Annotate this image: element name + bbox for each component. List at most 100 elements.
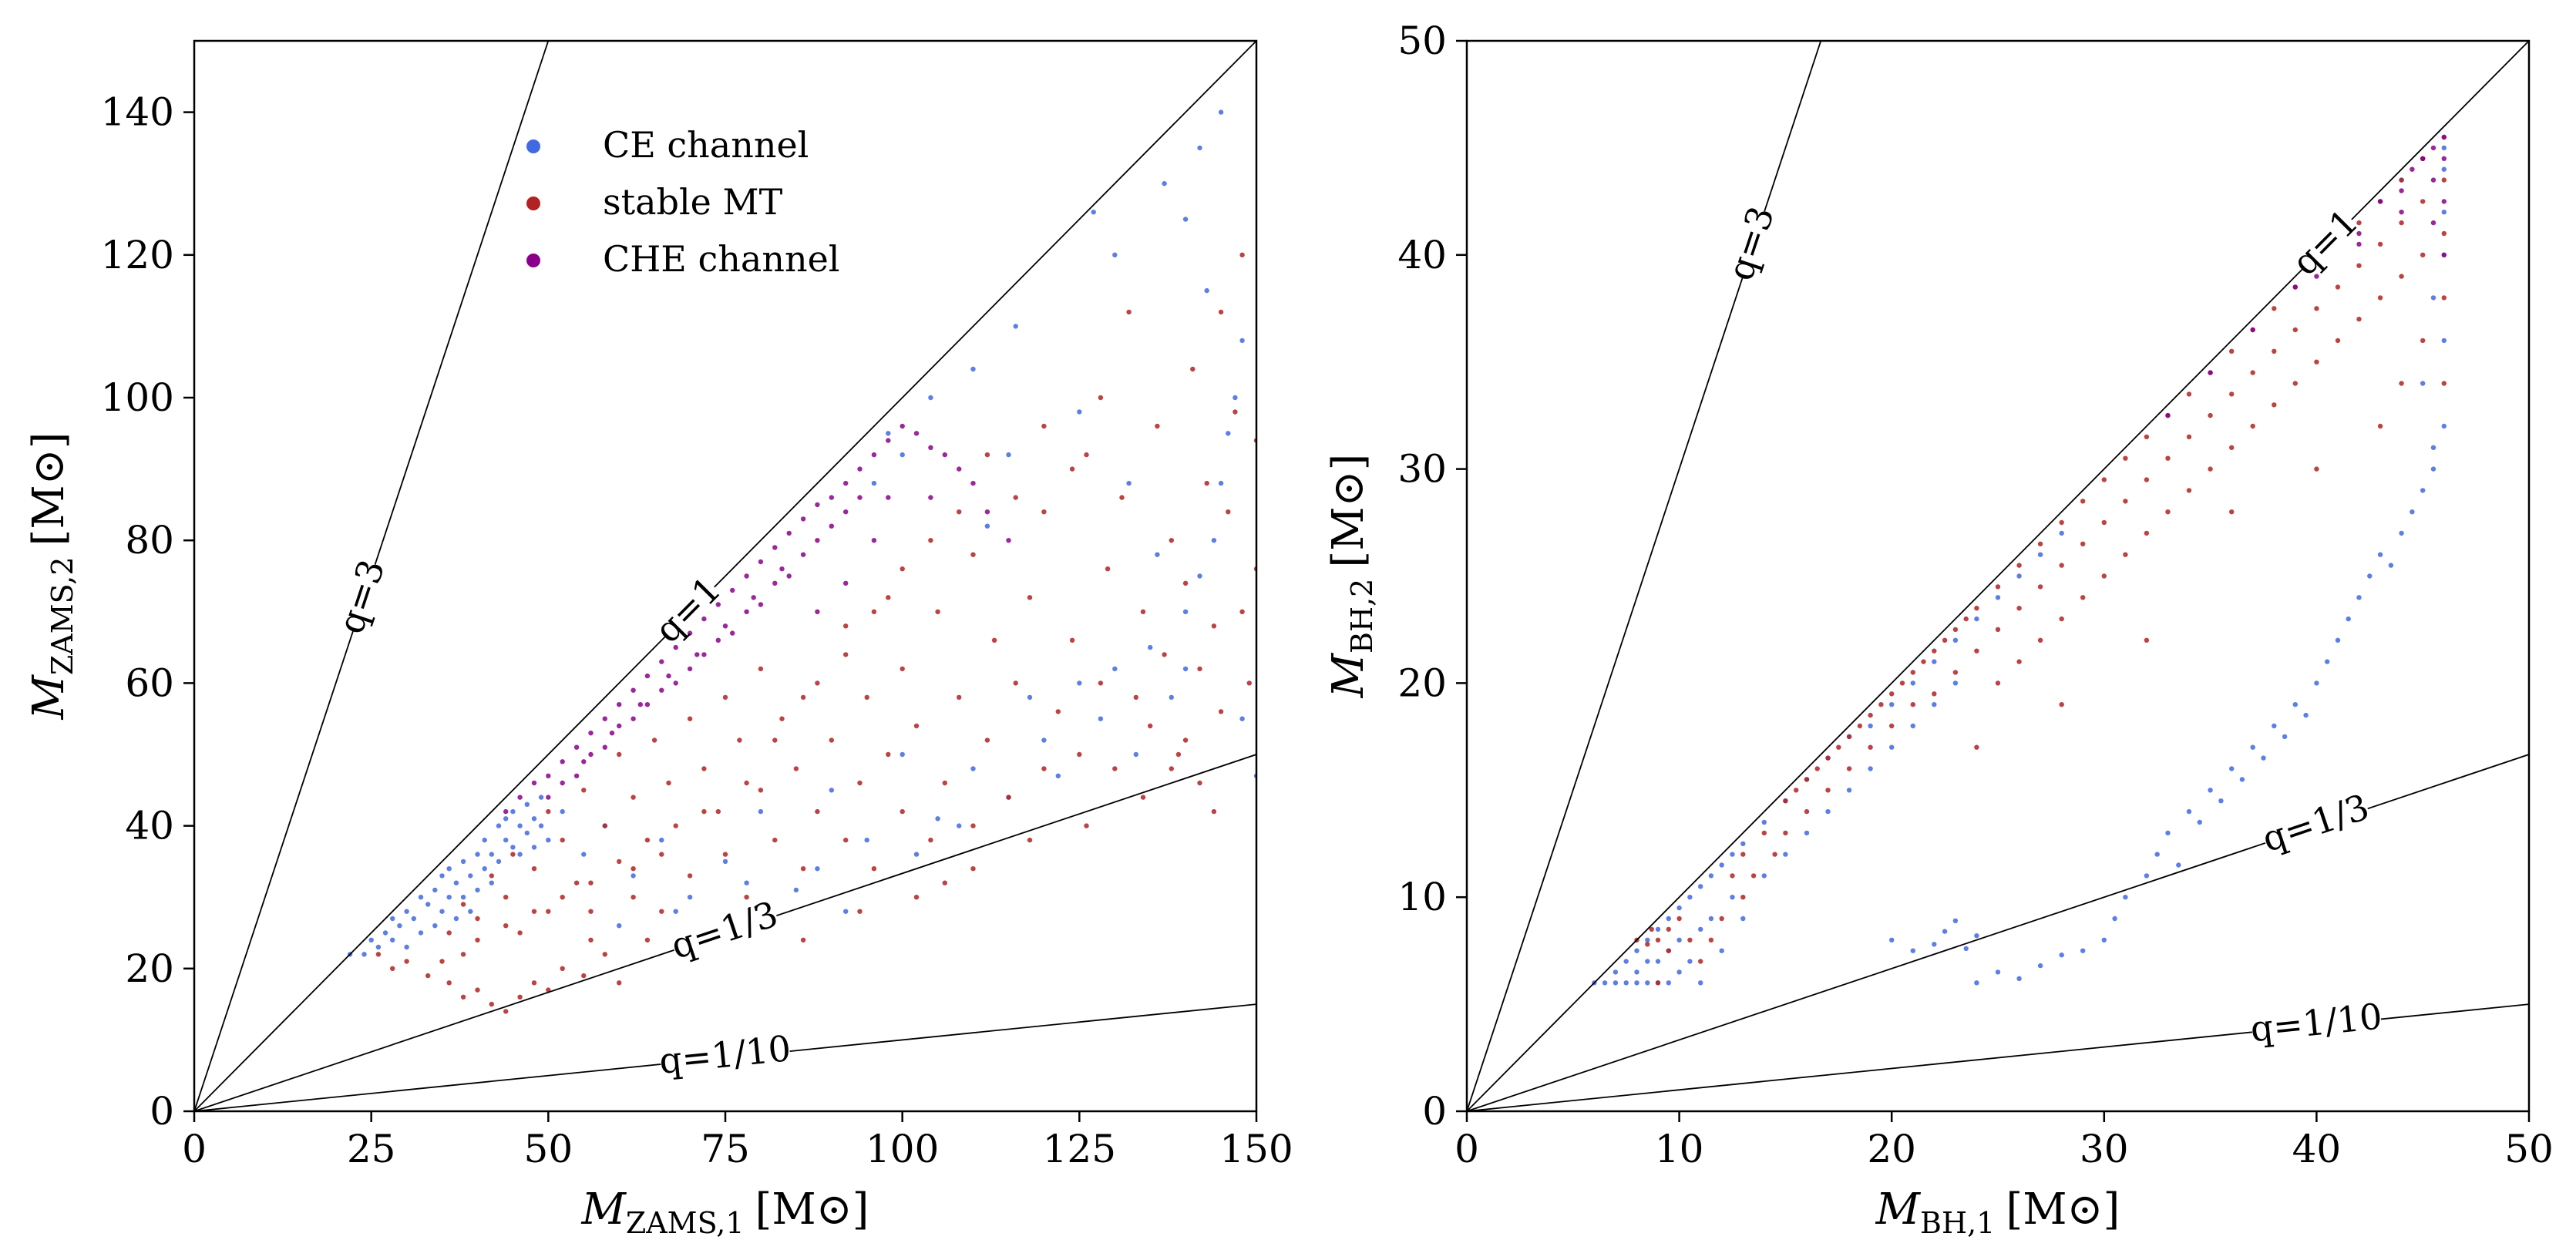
bh-point-ce-channel (2229, 766, 2235, 771)
bh-point-stable-mt (2016, 659, 2022, 664)
bh-point-ce-channel (2218, 798, 2224, 804)
zams-point-che-channel (758, 559, 764, 565)
zams-point-stable-mt (1211, 808, 1217, 815)
zams-point-stable-mt (800, 866, 806, 872)
bh-point-stable-mt (1666, 948, 1671, 953)
bh-point-ce-channel (2261, 755, 2266, 761)
zams-point-stable-mt (843, 652, 849, 657)
zams-point-stable-mt (503, 895, 509, 900)
bh-point-ce-channel (2303, 712, 2309, 718)
zams-reference-line-1 (194, 41, 1256, 1111)
zams-point-stable-mt (1084, 452, 1089, 458)
bh-point-stable-mt (1814, 766, 1820, 771)
zams-point-ce-channel (900, 452, 905, 458)
zams-point-che-channel (843, 580, 849, 586)
bh-point-stable-mt (2037, 637, 2043, 643)
zams-point-che-channel (772, 580, 778, 586)
zams-point-che-channel (815, 609, 820, 614)
zams-point-stable-mt (687, 873, 693, 879)
zams-point-stable-mt (588, 909, 594, 914)
zams-y-tick-label: 100 (101, 375, 174, 420)
bh-point-stable-mt (2037, 541, 2043, 546)
zams-point-ce-channel (524, 830, 530, 836)
zams-point-stable-mt (1140, 795, 1146, 800)
zams-point-stable-mt (673, 823, 678, 828)
zams-point-stable-mt (871, 609, 877, 614)
bh-point-che-channel (2356, 230, 2362, 237)
bh-point-ce-channel (1708, 873, 1714, 879)
bh-point-stable-mt (2441, 295, 2447, 301)
zams-point-stable-mt (510, 852, 516, 857)
bh-point-ce-channel (2335, 637, 2341, 643)
zams-point-stable-mt (546, 909, 551, 914)
bh-point-ce-channel (1613, 980, 1619, 986)
zams-point-ce-channel (496, 823, 502, 828)
bh-point-stable-mt (1750, 873, 1757, 879)
zams-point-ce-channel (984, 523, 990, 529)
zams-point-ce-channel (758, 808, 764, 815)
zams-point-ce-channel (453, 880, 459, 885)
zams-point-ce-channel (1182, 609, 1189, 614)
zams-point-che-channel (588, 751, 594, 758)
bh-point-stable-mt (2229, 391, 2235, 397)
zams-point-stable-mt (886, 595, 891, 600)
zams-point-stable-mt (864, 694, 869, 701)
zams-point-ce-channel (631, 873, 636, 879)
zams-point-ce-channel (1218, 109, 1224, 115)
bh-point-stable-mt (1995, 680, 2001, 686)
zams-point-stable-mt (793, 766, 799, 771)
zams-point-stable-mt (617, 980, 622, 986)
zams-point-che-channel (871, 452, 877, 458)
zams-point-ce-channel (673, 909, 678, 914)
bh-point-che-channel (2420, 156, 2426, 161)
zams-point-stable-mt (913, 895, 920, 900)
zams-point-stable-mt (644, 837, 651, 843)
zams-point-ce-channel (432, 923, 438, 929)
zams-reference-label-bg-2 (667, 893, 781, 962)
zams-point-stable-mt (531, 909, 537, 914)
zams-point-stable-mt (1098, 395, 1104, 401)
zams-point-ce-channel (1182, 217, 1189, 222)
zams-point-stable-mt (439, 959, 445, 964)
zams-point-che-channel (800, 516, 806, 522)
zams-x-tick-label: 125 (1043, 1127, 1116, 1171)
bh-reference-label-bg-1 (2286, 203, 2361, 278)
zams-x-tick-label: 150 (1219, 1127, 1293, 1171)
bh-point-ce-channel (2314, 680, 2319, 686)
zams-point-ce-channel (546, 837, 551, 843)
bh-point-stable-mt (1952, 627, 1959, 633)
bh-point-ce-channel (1698, 884, 1703, 889)
bh-point-stable-mt (2101, 519, 2107, 526)
bh-point-ce-channel (2144, 873, 2150, 879)
bh-point-stable-mt (2420, 199, 2426, 204)
bh-point-stable-mt (1804, 808, 1810, 815)
bh-point-stable-mt (1932, 648, 1937, 654)
zams-point-stable-mt (772, 738, 778, 743)
bh-point-stable-mt (2208, 466, 2213, 472)
zams-point-che-channel (517, 795, 523, 800)
zams-point-ce-channel (1197, 145, 1202, 151)
bh-y-tick-label: 10 (1397, 875, 1447, 919)
zams-point-stable-mt (1084, 823, 1089, 828)
bh-point-che-channel (2314, 274, 2319, 279)
zams-point-che-channel (857, 466, 863, 472)
bh-point-stable-mt (2335, 284, 2341, 290)
zams-point-stable-mt (560, 895, 565, 900)
zams-point-ce-channel (1091, 210, 1096, 215)
bh-point-che-channel (2399, 210, 2404, 215)
bh-point-ce-channel (2186, 808, 2192, 815)
zams-point-stable-mt (1041, 423, 1047, 429)
zams-point-stable-mt (581, 973, 587, 979)
zams-point-stable-mt (631, 895, 636, 900)
bh-point-stable-mt (2186, 391, 2192, 397)
bh-point-che-channel (2430, 145, 2436, 151)
bh-point-stable-mt (1740, 895, 1746, 900)
zams-point-ce-channel (1077, 409, 1082, 415)
zams-point-stable-mt (900, 808, 905, 815)
bh-point-ce-channel (1889, 744, 1895, 750)
bh-reference-label-0: q=3 (1719, 201, 1782, 285)
bh-point-ce-channel (2356, 595, 2362, 600)
zams-point-stable-mt (404, 959, 409, 964)
zams-point-ce-channel (581, 852, 587, 857)
bh-point-ce-channel (1655, 959, 1661, 964)
